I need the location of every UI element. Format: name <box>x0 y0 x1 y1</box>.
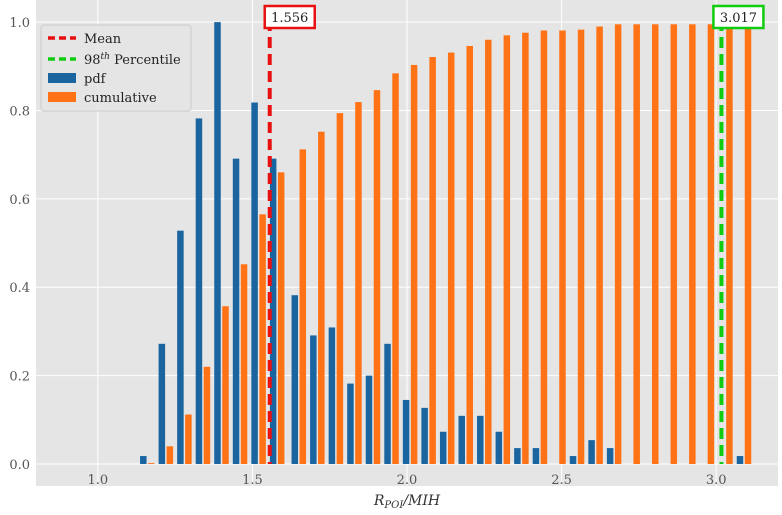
x-tick-label: 3.0 <box>706 473 727 488</box>
percentile-label: 3.017 <box>720 11 757 26</box>
cumulative-bar <box>596 26 603 465</box>
pdf-bar <box>736 456 744 464</box>
pdf-bar <box>606 448 614 464</box>
pdf-bar <box>402 399 410 464</box>
cumulative-bar <box>222 306 229 464</box>
pdf-bar <box>365 375 373 464</box>
cumulative-bar <box>559 30 566 465</box>
pdf-bar <box>532 448 540 464</box>
x-tick-label: 1.5 <box>242 473 263 488</box>
cumulative-bar <box>318 131 325 464</box>
y-tick-label: 0.2 <box>9 370 30 385</box>
legend: Mean 98th Percentile pdf cumulative <box>40 24 192 112</box>
pdf-bar <box>269 158 277 465</box>
legend-percentile-num: 98 <box>84 53 101 68</box>
pdf-bar <box>328 327 336 464</box>
cumulative-bar <box>336 113 344 464</box>
cumulative-bar <box>540 30 548 465</box>
cumulative-bar <box>277 172 285 465</box>
x-axis-label-main: R <box>373 493 385 509</box>
legend-pdf-label: pdf <box>84 72 107 87</box>
cumulative-bar <box>633 24 640 465</box>
pdf-bar <box>458 415 465 464</box>
cumulative-bar <box>429 57 436 465</box>
cumulative-bar <box>651 24 659 465</box>
cumulative-bar <box>614 24 622 465</box>
pdf-bar <box>195 118 203 464</box>
x-tick-label: 2.0 <box>397 473 418 488</box>
cumulative-bar <box>670 24 678 465</box>
pdf-bar <box>569 456 577 464</box>
cumulative-bar <box>466 45 473 464</box>
cumulative-bar <box>185 414 192 464</box>
x-axis-label-sub: POI <box>383 500 404 511</box>
pdf-bar <box>140 456 147 464</box>
tick-labels: 1.0 1.5 2.0 2.5 3.0 0.0 0.2 0.4 0.6 0.8 1.0 <box>9 16 726 488</box>
pdf-bar <box>421 407 428 464</box>
reference-lines: 1.556 3.017 <box>263 4 765 464</box>
pdf-bar <box>214 22 221 464</box>
pdf-bar <box>439 431 447 464</box>
cumulative-bar <box>166 446 174 464</box>
legend-percentile-rest: Percentile <box>110 53 181 68</box>
pdf-bar <box>514 448 521 464</box>
y-tick-label: 0.4 <box>9 281 30 296</box>
pdf-bar <box>495 431 503 464</box>
pdf-bar <box>158 343 166 464</box>
cumulative-bar <box>689 24 696 465</box>
legend-cumulative-swatch <box>48 92 76 102</box>
cumulative-bar <box>392 73 399 464</box>
pdf-bar <box>251 102 258 464</box>
x-axis-label-rest: /MIH <box>401 493 441 509</box>
pdf-bar <box>177 230 184 464</box>
pdf-bar <box>347 383 354 464</box>
cumulative-bar <box>726 24 733 465</box>
legend-percentile-sup: th <box>101 52 110 62</box>
pdf-bar <box>310 335 317 464</box>
y-tick-label: 0.0 <box>9 458 30 473</box>
cumulative-bar <box>299 149 307 464</box>
cumulative-bar <box>259 214 266 464</box>
cumulative-bar <box>240 264 248 464</box>
cumulative-bar <box>447 52 455 464</box>
mean-label-box <box>263 4 316 30</box>
cumulative-bar <box>744 22 752 465</box>
cumulative-bar <box>522 32 529 464</box>
legend-pdf-swatch <box>48 73 76 83</box>
cumulative-bar <box>503 35 511 464</box>
cumulative-bar <box>373 90 381 465</box>
legend-percentile-label: 98th Percentile <box>84 52 181 68</box>
y-tick-label: 0.6 <box>9 193 30 208</box>
cumulative-bar <box>355 102 362 464</box>
cumulative-bar <box>203 366 211 464</box>
cumulative-bar <box>577 29 585 465</box>
x-axis-label: RPOI/MIH <box>373 493 441 511</box>
pdf-bar <box>384 343 391 464</box>
x-tick-label: 1.0 <box>87 473 108 488</box>
pdf-bar <box>232 158 240 465</box>
legend-cumulative-label: cumulative <box>84 91 157 106</box>
legend-frame <box>40 24 192 112</box>
pdf-bar <box>477 415 484 464</box>
cumulative-bar <box>148 463 155 464</box>
x-tick-label: 2.5 <box>551 473 572 488</box>
mean-label: 1.556 <box>271 11 308 26</box>
percentile-label-box <box>712 4 765 30</box>
cumulative-bar <box>485 39 492 465</box>
cumulative-bar <box>707 24 715 465</box>
pdf-bar <box>588 440 595 464</box>
bars <box>140 22 752 465</box>
y-tick-label: 1.0 <box>9 16 30 31</box>
legend-mean-label: Mean <box>84 32 122 47</box>
cumulative-bar <box>410 64 418 465</box>
y-tick-label: 0.8 <box>9 104 30 119</box>
pdf-bar <box>291 295 299 464</box>
